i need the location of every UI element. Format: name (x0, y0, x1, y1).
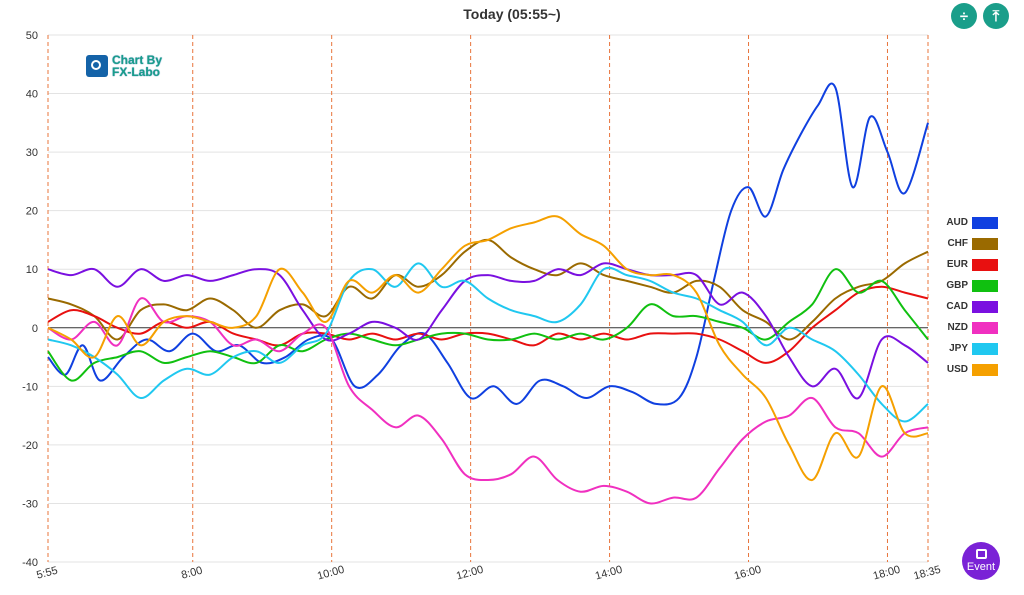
legend-item-usd[interactable]: USD (930, 359, 1020, 380)
x-tick-label: 18:00 (872, 564, 902, 583)
legend-item-cad[interactable]: CAD (930, 296, 1020, 317)
legend-label: CHF (947, 238, 968, 249)
event-button-label: Event (966, 561, 996, 573)
split-vertical-button[interactable]: ÷ (951, 3, 977, 29)
legend-label: GBP (946, 280, 968, 291)
legend-label: CAD (946, 301, 968, 312)
x-tick-label: 8:00 (180, 565, 204, 582)
series-line-aud (47, 82, 929, 406)
y-tick-label: 10 (26, 264, 38, 276)
legend-swatch (972, 237, 998, 250)
y-tick-label: 20 (26, 206, 38, 218)
legend-item-jpy[interactable]: JPY (930, 338, 1020, 359)
y-tick-label: -20 (22, 440, 38, 452)
logo-icon (86, 55, 108, 77)
legend-swatch (972, 216, 998, 229)
legend-item-aud[interactable]: AUD (930, 212, 1020, 233)
legend-label: JPY (949, 343, 968, 354)
legend-item-chf[interactable]: CHF (930, 233, 1020, 254)
y-tick-label: 0 (32, 323, 38, 335)
event-button[interactable]: Event (962, 542, 1000, 580)
legend-swatch (972, 279, 998, 292)
fit-height-button[interactable]: ⤒ (983, 3, 1009, 29)
chart-title: Today (05:55~) (463, 6, 561, 22)
grid (48, 34, 928, 563)
legend-swatch (972, 258, 998, 271)
legend-swatch (972, 321, 998, 334)
x-tick-label: 16:00 (733, 564, 763, 583)
x-axis-ticks: 5:55 8:00 10:00 12:00 14:00 16:00 18:00 18:35 (35, 564, 942, 583)
y-tick-label: 30 (26, 147, 38, 159)
legend-item-eur[interactable]: EUR (930, 254, 1020, 275)
split-vertical-icon: ÷ (959, 7, 969, 25)
y-tick-label: 50 (26, 30, 38, 42)
logo-line1: Chart By (112, 53, 163, 67)
legend-swatch (972, 300, 998, 313)
legend: AUD CHF EUR GBP CAD NZD JPY USD (930, 212, 1020, 380)
x-tick-label: 18:35 (912, 564, 942, 583)
series-line-chf (47, 238, 929, 341)
series-line-jpy (47, 262, 929, 423)
series-line-cad (47, 262, 929, 400)
fit-height-icon: ⤒ (992, 7, 1000, 25)
calendar-icon (975, 549, 987, 559)
x-tick-label: 14:00 (594, 564, 624, 583)
y-tick-label: -30 (22, 498, 38, 510)
legend-item-gbp[interactable]: GBP (930, 275, 1020, 296)
legend-label: EUR (946, 259, 968, 270)
legend-label: AUD (946, 217, 968, 228)
y-tick-label: -40 (22, 557, 38, 569)
legend-item-nzd[interactable]: NZD (930, 317, 1020, 338)
x-tick-label: 10:00 (316, 564, 346, 583)
x-tick-label: 12:00 (455, 564, 485, 583)
y-tick-label: 40 (26, 89, 38, 101)
series-lines (47, 82, 929, 505)
legend-label: USD (946, 364, 968, 375)
logo-line2: FX-Labo (112, 65, 160, 79)
fx-labo-logo: Chart By FX-Labo (86, 54, 162, 78)
series-line-eur (47, 285, 929, 364)
legend-swatch (972, 342, 998, 355)
series-line-gbp (47, 268, 929, 382)
y-axis-ticks: 50 40 30 20 10 0 -10 -20 -30 -40 (22, 30, 38, 569)
x-tick-label: 5:55 (35, 565, 59, 582)
series-line-usd (47, 215, 929, 481)
legend-label: NZD (947, 322, 968, 333)
legend-swatch (972, 363, 998, 376)
y-tick-label: -10 (22, 381, 38, 393)
